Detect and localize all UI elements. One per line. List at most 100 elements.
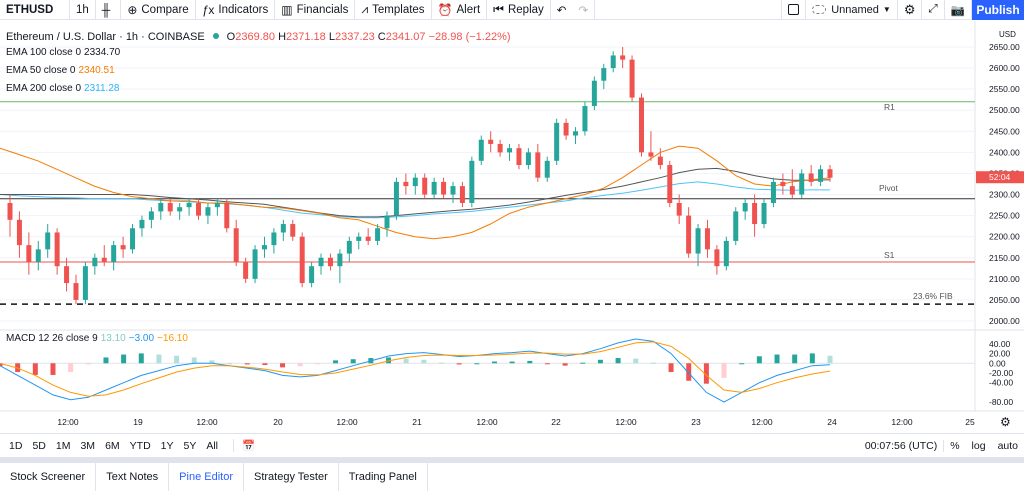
- axes: 2650.00 2600.00 2550.00 2500.00 2450.00 2400.…: [57, 30, 1024, 429]
- auto-toggle[interactable]: auto: [997, 439, 1018, 452]
- candle-body: [224, 202, 230, 229]
- indicators-button[interactable]: ƒx Indicators: [196, 0, 276, 20]
- candle-body: [563, 122, 569, 136]
- snapshot-button[interactable]: 📷: [945, 0, 972, 20]
- tab-pine-editor[interactable]: Pine Editor: [169, 462, 244, 491]
- fullscreen-button[interactable]: ⤢: [922, 0, 945, 20]
- candle-body: [808, 173, 814, 182]
- layout-select-button[interactable]: [781, 0, 807, 20]
- candle-body: [582, 106, 588, 132]
- pivot-levels: R1 Pivot S1 23.6% FIB: [0, 101, 975, 305]
- alarm-clock-icon: ⏰: [437, 2, 453, 17]
- log-toggle[interactable]: log: [971, 439, 986, 452]
- macd-histogram-bar: [438, 362, 444, 364]
- range-1y[interactable]: 1Y: [160, 439, 174, 452]
- range-6m[interactable]: 6M: [105, 439, 120, 452]
- candle-body: [54, 232, 60, 267]
- indicators-label: Indicators: [218, 3, 269, 16]
- ema200-line: [0, 181, 830, 219]
- panel-divider[interactable]: [0, 457, 1024, 462]
- candle-body: [158, 202, 164, 212]
- range-1d[interactable]: 1D: [9, 439, 23, 452]
- macd-line: [0, 338, 831, 403]
- settings-button[interactable]: ⚙: [896, 0, 923, 20]
- date-ranges: 1D 5D 1M 3M 6M YTD 1Y 5Y All: [0, 440, 223, 452]
- candle-body: [497, 143, 503, 153]
- chart-type-button[interactable]: ╫: [96, 0, 122, 20]
- candle-body: [177, 207, 183, 212]
- macd-histogram-bar: [527, 360, 533, 364]
- time-tick-label: 12:00: [336, 417, 358, 427]
- macd-histogram-bar: [562, 363, 568, 366]
- templates-label: Templates: [372, 3, 425, 16]
- ema200-label: EMA 200 close 0: [6, 83, 82, 94]
- candle-body: [525, 152, 531, 166]
- tab-text-notes[interactable]: Text Notes: [96, 462, 170, 491]
- range-1m[interactable]: 1M: [55, 439, 71, 452]
- candle-body: [676, 202, 682, 216]
- candle-body: [280, 224, 286, 233]
- grid: [0, 21, 1024, 412]
- candle-body: [205, 207, 211, 216]
- interval-button[interactable]: 1h: [70, 0, 96, 20]
- time-tick-label: 12:00: [196, 417, 218, 427]
- time-tick-label: 23: [691, 417, 701, 427]
- clock-display[interactable]: 00:07:56 (UTC): [859, 439, 945, 452]
- redo-button[interactable]: ↷: [572, 0, 596, 20]
- macd-histogram-bar: [0, 363, 3, 367]
- tab-strategy-tester[interactable]: Strategy Tester: [244, 462, 339, 491]
- ema50-value: 2340.51: [78, 65, 115, 76]
- ema100-legend[interactable]: EMA 100 close 0 2334.70: [6, 47, 120, 58]
- candle-body: [431, 181, 437, 195]
- time-tick-label: 21: [412, 417, 422, 427]
- financials-button[interactable]: ▥ Financials: [275, 0, 356, 20]
- alert-button[interactable]: ⏰ Alert: [432, 0, 488, 20]
- layout-name-button[interactable]: Unnamed ▼: [806, 0, 897, 20]
- range-5y[interactable]: 5Y: [183, 439, 197, 452]
- layout-name: Unnamed: [831, 3, 879, 16]
- price-tick-label: 2000.00: [989, 316, 1020, 326]
- undo-button[interactable]: ↶: [551, 0, 573, 20]
- price-tick-label: 2200.00: [989, 232, 1020, 242]
- ema200-legend[interactable]: EMA 200 close 0 2311.28: [6, 83, 119, 94]
- range-3m[interactable]: 3M: [80, 439, 96, 452]
- macd-histogram-bar: [509, 361, 515, 364]
- candle-body: [714, 249, 720, 267]
- range-5d[interactable]: 5D: [32, 439, 46, 452]
- gear-icon: ⚙: [903, 1, 916, 17]
- percent-toggle[interactable]: %: [950, 439, 960, 452]
- macd-histogram-bar: [333, 360, 339, 364]
- candle-body: [148, 211, 154, 220]
- tab-trading-panel[interactable]: Trading Panel: [339, 462, 428, 491]
- goto-date-button[interactable]: 📅: [233, 439, 255, 452]
- chart-title: Ethereum / U.S. Dollar · 1h · COINBASE: [6, 31, 205, 43]
- tab-stock-screener[interactable]: Stock Screener: [0, 462, 97, 491]
- templates-button[interactable]: ⩘ Templates: [355, 0, 432, 20]
- macd-histogram-bar: [491, 361, 497, 364]
- candle-body: [45, 232, 51, 250]
- time-tick-label: 19: [133, 417, 143, 427]
- symbol-search-button[interactable]: ETHUSD: [0, 0, 70, 20]
- candle-body: [82, 266, 88, 300]
- macd-histogram-bar: [580, 362, 586, 364]
- candle-body: [620, 55, 626, 60]
- financials-label: Financials: [296, 3, 349, 16]
- ema50-legend[interactable]: EMA 50 close 0 2340.51: [6, 65, 115, 76]
- price-tick-label: 2050.00: [989, 295, 1020, 305]
- replay-button[interactable]: ⏮ Replay: [487, 0, 551, 20]
- macd-tick-label: -40.00: [989, 378, 1013, 388]
- macd-histogram-bar: [809, 353, 815, 364]
- macd-histogram-bar: [792, 354, 798, 364]
- chart-area[interactable]: R1 Pivot S1 23.6% FIB 2650.00 2600.00 2550.00…: [0, 21, 1024, 433]
- range-ytd[interactable]: YTD: [129, 439, 151, 452]
- chart-canvas[interactable]: R1 Pivot S1 23.6% FIB 2650.00 2600.00 2550.00…: [0, 21, 1024, 433]
- macd-histogram-bar: [827, 355, 833, 364]
- publish-button[interactable]: Publish: [972, 0, 1024, 20]
- macd-legend[interactable]: MACD 12 26 close 9 13.10 −3.00 −16.10: [6, 333, 188, 344]
- macd-histogram-bar: [774, 354, 780, 364]
- range-all[interactable]: All: [206, 439, 219, 452]
- calendar-icon: 📅: [242, 440, 256, 452]
- chevron-down-icon: ▼: [882, 5, 891, 14]
- compare-button[interactable]: ⊕ Compare: [121, 0, 196, 20]
- pivot-label: Pivot: [879, 183, 899, 193]
